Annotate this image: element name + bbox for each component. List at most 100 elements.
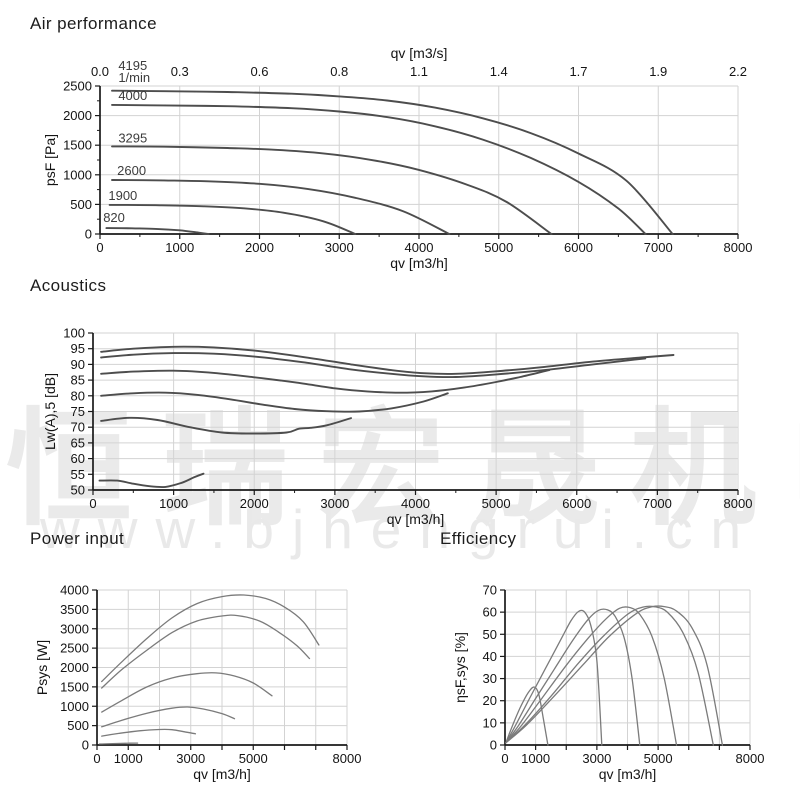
acoustics-chart: 0 1000 2000 3000 4000 5000 6000 7000 8000 5055606… — [42, 326, 752, 528]
curve-3295 — [111, 145, 553, 235]
curve-4000 — [101, 614, 311, 689]
svg-text:20: 20 — [483, 693, 497, 708]
svg-text:8000: 8000 — [736, 751, 765, 766]
svg-text:0.3: 0.3 — [171, 64, 189, 79]
svg-text:60: 60 — [71, 451, 85, 466]
svg-text:4000: 4000 — [405, 240, 434, 255]
section-title-air-performance: Air performance — [30, 14, 157, 33]
curve-4000 — [111, 103, 647, 235]
air-performance-chart: 0 1000 2000 3000 4000 5000 6000 7000 8000 0 500 100… — [42, 45, 752, 271]
svg-text:1000: 1000 — [159, 496, 188, 511]
svg-text:7000: 7000 — [643, 496, 672, 511]
svg-text:0: 0 — [89, 496, 96, 511]
svg-text:3500: 3500 — [60, 602, 89, 617]
svg-text:2000: 2000 — [60, 660, 89, 675]
svg-text:500: 500 — [67, 718, 89, 733]
svg-text:0.0: 0.0 — [91, 64, 109, 79]
svg-text:0: 0 — [85, 227, 92, 242]
svg-text:1000: 1000 — [60, 699, 89, 714]
svg-text:1000: 1000 — [165, 240, 194, 255]
curve-4195 — [101, 594, 320, 683]
svg-text:6000: 6000 — [562, 496, 591, 511]
svg-text:0: 0 — [501, 751, 508, 766]
svg-text:60: 60 — [483, 605, 497, 620]
svg-text:Psys [W]: Psys [W] — [34, 640, 50, 695]
curve-4000 — [505, 605, 714, 746]
curve-2600 — [505, 608, 641, 746]
curve-4195 — [505, 605, 724, 746]
svg-text:2500: 2500 — [63, 79, 92, 94]
section-title-efficiency: Efficiency — [440, 529, 517, 548]
svg-text:1.4: 1.4 — [490, 64, 508, 79]
curve-1900 — [108, 203, 357, 235]
curve-4000 — [100, 352, 647, 379]
svg-text:2000: 2000 — [245, 240, 274, 255]
curve-4195 — [111, 89, 674, 235]
svg-text:8000: 8000 — [333, 751, 362, 766]
svg-text:55: 55 — [71, 467, 85, 482]
curve-1900 — [100, 416, 352, 435]
curve-820 — [105, 227, 210, 235]
svg-text:qv [m3/h]: qv [m3/h] — [390, 255, 448, 271]
section-title-power-input: Power input — [30, 529, 125, 548]
section-title-acoustics: Acoustics — [30, 276, 107, 295]
svg-text:qv [m3/h]: qv [m3/h] — [193, 766, 251, 782]
curve-1900 — [101, 728, 197, 737]
svg-text:1900: 1900 — [108, 188, 137, 203]
svg-text:65: 65 — [71, 435, 85, 450]
svg-text:4000: 4000 — [401, 496, 430, 511]
svg-text:5000: 5000 — [239, 751, 268, 766]
svg-text:85: 85 — [71, 373, 85, 388]
svg-text:100: 100 — [63, 326, 85, 341]
svg-text:3000: 3000 — [176, 751, 205, 766]
svg-text:90: 90 — [71, 357, 85, 372]
svg-text:qv [m3/s]: qv [m3/s] — [391, 45, 448, 61]
svg-text:10: 10 — [483, 715, 497, 730]
svg-text:50: 50 — [71, 483, 85, 498]
curve-820 — [98, 742, 139, 745]
svg-text:2600: 2600 — [117, 163, 146, 178]
svg-text:0.8: 0.8 — [330, 64, 348, 79]
svg-text:1/min: 1/min — [118, 70, 150, 85]
svg-text:0.6: 0.6 — [250, 64, 268, 79]
svg-text:psF [Pa]: psF [Pa] — [42, 134, 58, 186]
svg-text:40: 40 — [483, 649, 497, 664]
svg-text:6000: 6000 — [564, 240, 593, 255]
svg-text:1000: 1000 — [63, 167, 92, 182]
svg-text:5000: 5000 — [484, 240, 513, 255]
svg-text:1500: 1500 — [60, 679, 89, 694]
svg-text:70: 70 — [483, 583, 497, 598]
svg-text:4195: 4195 — [118, 58, 147, 73]
efficiency-chart: 0 1000 3000 5000 8000 0 10 20 30 40 50 60 70 qv [m3/h… — [452, 583, 765, 783]
curve-3295 — [101, 672, 273, 713]
svg-text:80: 80 — [71, 388, 85, 403]
svg-text:1000: 1000 — [114, 751, 143, 766]
svg-text:3000: 3000 — [60, 621, 89, 636]
svg-text:75: 75 — [71, 404, 85, 419]
svg-text:3295: 3295 — [118, 131, 147, 146]
svg-text:1.1: 1.1 — [410, 64, 428, 79]
svg-text:3000: 3000 — [325, 240, 354, 255]
svg-text:4000: 4000 — [60, 583, 89, 598]
svg-text:500: 500 — [70, 197, 92, 212]
svg-text:1500: 1500 — [63, 138, 92, 153]
svg-text:50: 50 — [483, 627, 497, 642]
svg-text:3000: 3000 — [582, 751, 611, 766]
svg-text:qv [m3/h]: qv [m3/h] — [599, 766, 657, 782]
svg-text:30: 30 — [483, 671, 497, 686]
svg-text:2000: 2000 — [63, 108, 92, 123]
svg-text:ηsF,sys [%]: ηsF,sys [%] — [452, 632, 468, 703]
svg-text:0: 0 — [93, 751, 100, 766]
curve-2600 — [100, 391, 449, 413]
curve-2600 — [111, 179, 451, 235]
svg-text:1000: 1000 — [521, 751, 550, 766]
power-input-chart: 0 1000 3000 5000 8000 0 500 1000 1500 2000 2500 300… — [34, 583, 362, 783]
svg-text:7000: 7000 — [644, 240, 673, 255]
svg-text:95: 95 — [71, 341, 85, 356]
curve-2600 — [101, 706, 236, 728]
curve-3295 — [505, 606, 678, 746]
svg-text:0: 0 — [96, 240, 103, 255]
svg-text:1.7: 1.7 — [569, 64, 587, 79]
curve-4195 — [100, 345, 675, 375]
